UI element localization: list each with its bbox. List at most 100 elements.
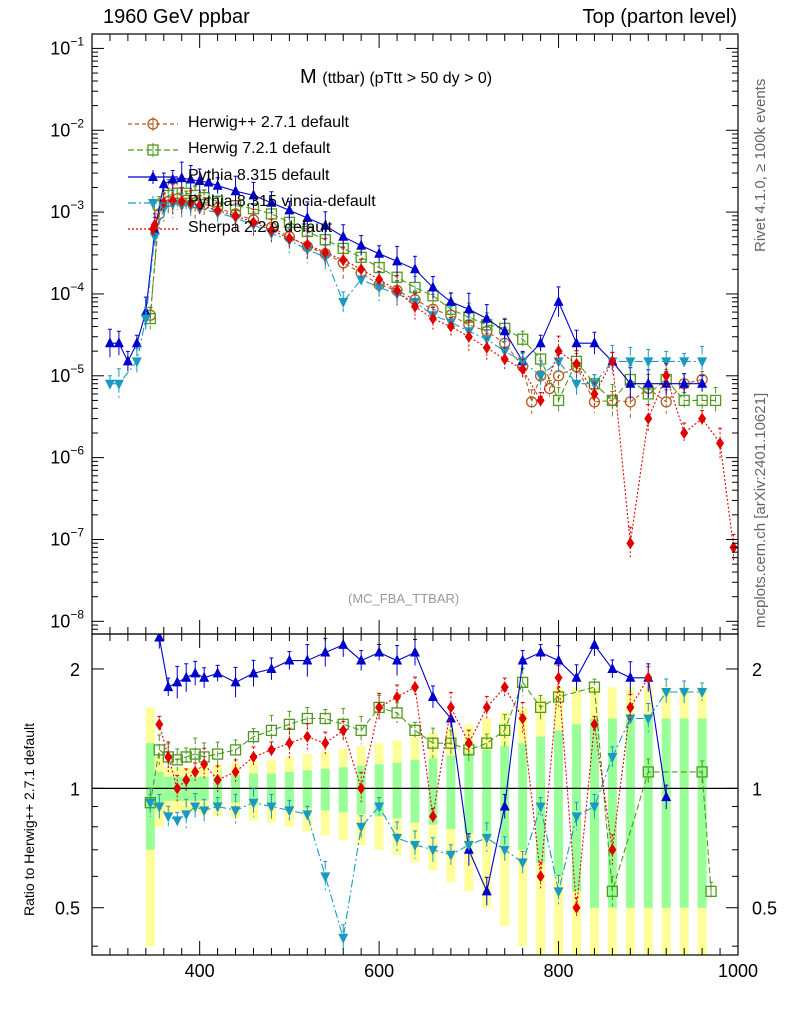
ratio-point-sherpa (393, 690, 402, 703)
legend-entry-vincia (128, 196, 178, 210)
main-y-tick-label: 10−6 (50, 444, 84, 468)
main-point-sherpa (662, 369, 671, 382)
ratio-point-vincia (190, 802, 201, 813)
legend-entry-sherpa (128, 222, 178, 236)
ratio-point-sherpa (464, 737, 473, 750)
main-point-vincia (356, 275, 367, 286)
ratio-series-vincia (145, 678, 708, 951)
main-point-vincia (104, 379, 115, 390)
ratio-point-pythia (625, 671, 636, 682)
ratio-point-sherpa (267, 743, 276, 756)
ratio-point-sherpa (554, 671, 563, 684)
main-point-pythia (113, 337, 124, 348)
legend-label-pythia: Pythia 8.315 default (188, 167, 330, 184)
ratio-point-herwig7 (588, 681, 601, 693)
ratio-point-pythia (571, 671, 582, 682)
ratio-point-herwig7 (517, 676, 529, 689)
main-point-sherpa (339, 253, 348, 266)
ratio-point-vincia (145, 798, 156, 809)
ratio-point-pythia (553, 654, 564, 665)
main-point-sherpa (195, 199, 204, 212)
main-point-pythia (589, 337, 600, 348)
main-point-vincia (113, 379, 124, 390)
ratio-point-herwig7 (499, 724, 511, 737)
main-point-vincia (149, 232, 160, 243)
main-point-pythia (463, 303, 474, 314)
main-point-vincia (571, 379, 582, 390)
band-green-bin (554, 730, 564, 877)
main-point-pythia (131, 337, 142, 348)
main-point-pythia (481, 312, 492, 323)
ratio-point-pythia (589, 638, 600, 649)
ratio-point-vincia (427, 845, 438, 856)
ratio-point-vincia (154, 802, 165, 813)
main-point-sherpa (572, 357, 581, 370)
ratio-point-vincia (284, 806, 295, 817)
ratio-point-sherpa (411, 681, 419, 694)
main-point-pythia (643, 377, 654, 388)
ratio-point-vincia (499, 845, 510, 856)
plot-title-main: M (300, 66, 317, 88)
ratio-series-sherpa (155, 665, 653, 918)
main-point-vincia (643, 357, 654, 368)
main-y-tick-label: 10−4 (50, 280, 84, 304)
main-point-vincia (481, 335, 492, 346)
main-point-sherpa (321, 246, 330, 259)
ratio-line-herwig7 (149, 681, 712, 892)
main-point-sherpa (249, 216, 258, 229)
band-green-bin (410, 759, 420, 823)
ratio-point-vincia (697, 687, 708, 698)
main-point-sherpa (168, 194, 177, 207)
ratio-point-sherpa (590, 718, 599, 731)
main-point-herwig7 (517, 333, 529, 345)
main-point-sherpa (213, 204, 222, 217)
ratio-point-vincia (661, 687, 672, 698)
ratio-point-sherpa (303, 730, 312, 743)
ratio-point-herwig7 (552, 691, 565, 703)
main-y-tick-label: 10−2 (50, 116, 84, 140)
ratio-point-pythia (248, 667, 259, 678)
band-green-bin (607, 718, 617, 908)
ratio-point-herwig7 (705, 885, 717, 897)
main-point-pythia (499, 325, 510, 336)
ratio-point-sherpa (173, 782, 182, 795)
ratio-y-tick-label-right: 1 (752, 779, 762, 799)
band-green-bin (320, 768, 330, 811)
legend-label-herwigpp: Herwig++ 2.7.1 default (188, 114, 349, 131)
legend-label-vincia: Pythia 8.315 vincia-default (188, 193, 376, 210)
legend-entry-pythia (128, 170, 178, 184)
main-y-tick-label: 10−5 (50, 362, 84, 386)
band-green-bin (482, 749, 492, 838)
main-point-herwig7 (606, 394, 619, 407)
ratio-uncertainty-band (145, 687, 707, 955)
ratio-point-sherpa (285, 737, 294, 750)
ratio-y-tick-label: 2 (70, 660, 80, 680)
ratio-point-herwig7 (180, 751, 192, 763)
analysis-tag: (MC_FBA_TTBAR) (348, 591, 460, 606)
ratio-point-herwig7 (247, 731, 260, 743)
main-point-pythia (374, 247, 385, 258)
plot-title: M (ttbar) (pTtt > 50 dy > 0) (300, 66, 492, 89)
ratio-point-vincia (172, 816, 183, 827)
ratio-point-vincia (199, 806, 210, 817)
ratio-point-herwig7 (427, 737, 439, 749)
ratio-point-pythia (392, 654, 403, 665)
main-point-pythia (410, 263, 420, 274)
ratio-point-herwig7 (409, 724, 421, 737)
ratio-point-vincia (248, 798, 259, 809)
ratio-point-pythia (661, 791, 672, 802)
band-green-bin (697, 718, 707, 908)
band-green-bin (679, 718, 689, 908)
ratio-point-vincia (356, 822, 367, 833)
main-y-tick-label: 10−3 (50, 198, 84, 222)
ratio-point-sherpa (357, 782, 366, 795)
main-point-pythia (122, 355, 133, 366)
ratio-point-pythia (535, 646, 546, 657)
ratio-point-herwig7 (211, 748, 224, 760)
main-point-sherpa (177, 195, 186, 208)
x-tick-label: 800 (544, 961, 574, 981)
main-point-pythia (679, 377, 690, 388)
rivet-version-label: Rivet 4.1.0, ≥ 100k events (752, 78, 769, 252)
x-tick-label: 400 (185, 961, 215, 981)
ratio-series-herwig7 (144, 667, 717, 907)
